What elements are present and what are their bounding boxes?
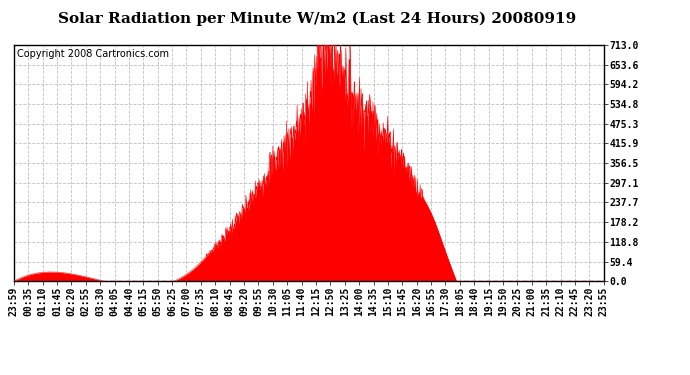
Text: Copyright 2008 Cartronics.com: Copyright 2008 Cartronics.com <box>17 48 169 58</box>
Text: Solar Radiation per Minute W/m2 (Last 24 Hours) 20080919: Solar Radiation per Minute W/m2 (Last 24… <box>58 11 577 26</box>
